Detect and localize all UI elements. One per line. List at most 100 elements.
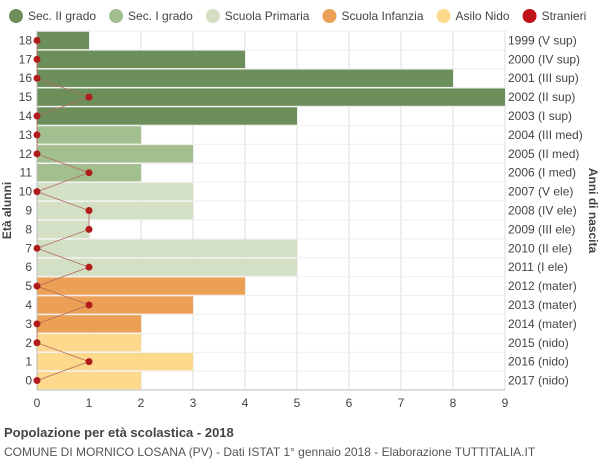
legend-label: Scuola Primaria bbox=[225, 9, 310, 23]
x-tick-label: 8 bbox=[450, 396, 457, 410]
x-tick-label: 2 bbox=[138, 396, 145, 410]
y-tick-label: 9 bbox=[25, 204, 32, 218]
stranieri-point-age-7 bbox=[33, 244, 41, 252]
y2-tick-label: 2011 (I ele) bbox=[508, 260, 568, 274]
chart: Sec. II grado Sec. I grado Scuola Primaria… bbox=[0, 9, 600, 410]
y2-tick-label: 2004 (III med) bbox=[508, 128, 583, 142]
x-tick-label: 0 bbox=[34, 396, 41, 410]
y-axis-title-left: Età alunni bbox=[0, 182, 14, 239]
y2-tick-label: 2017 (nido) bbox=[508, 374, 569, 388]
y-tick-label: 13 bbox=[19, 128, 33, 142]
legend-label: Scuola Infanzia bbox=[341, 9, 423, 23]
y-tick-label: 2 bbox=[25, 336, 32, 350]
x-tick-label: 6 bbox=[346, 396, 353, 410]
bar-age-16 bbox=[37, 69, 453, 87]
y2-tick-label: 2000 (IV sup) bbox=[508, 52, 580, 66]
stranieri-point-age-12 bbox=[33, 150, 41, 158]
x-tick-label: 5 bbox=[294, 396, 301, 410]
chart-source: COMUNE DI MORNICO LOSANA (PV) - Dati IST… bbox=[4, 445, 536, 459]
y2-tick-label: 2001 (III sup) bbox=[508, 71, 579, 85]
stranieri-point-age-1 bbox=[85, 358, 93, 366]
y2-tick-label: 2015 (nido) bbox=[508, 336, 569, 350]
y-tick-label: 4 bbox=[25, 298, 32, 312]
x-tick-label: 3 bbox=[190, 396, 197, 410]
stranieri-point-age-9 bbox=[85, 207, 93, 214]
y-tick-label: 12 bbox=[19, 147, 33, 161]
y2-tick-label: 2007 (V ele) bbox=[508, 185, 573, 199]
y2-tick-label: 2008 (IV ele) bbox=[508, 204, 577, 218]
legend-swatch bbox=[522, 9, 537, 23]
bar-age-0 bbox=[37, 371, 141, 390]
legend-swatch bbox=[109, 9, 124, 23]
stranieri-point-age-11 bbox=[85, 169, 93, 177]
bar-age-9 bbox=[37, 201, 193, 220]
y2-tick-label: 2009 (III ele) bbox=[508, 222, 575, 236]
bar-age-8 bbox=[37, 220, 89, 239]
y2-tick-label: 2005 (II med) bbox=[508, 147, 579, 161]
legend-label: Sec. II grado bbox=[28, 9, 96, 23]
stranieri-point-age-15 bbox=[85, 93, 93, 101]
bar-age-1 bbox=[37, 352, 193, 371]
stranieri-point-age-0 bbox=[33, 377, 41, 385]
stranieri-point-age-3 bbox=[33, 320, 41, 328]
y-tick-label: 1 bbox=[25, 355, 32, 369]
bar-age-3 bbox=[37, 315, 141, 333]
y-tick-label: 15 bbox=[19, 90, 33, 104]
bar-age-15 bbox=[37, 88, 505, 106]
y2-tick-label: 2010 (II ele) bbox=[508, 241, 572, 255]
y2-tick-label: 2013 (mater) bbox=[508, 298, 577, 312]
y2-tick-label: 1999 (V sup) bbox=[508, 33, 577, 47]
y-tick-label: 8 bbox=[25, 222, 32, 236]
stranieri-point-age-6 bbox=[85, 263, 93, 271]
y2-tick-label: 2014 (mater) bbox=[508, 317, 577, 331]
bar-age-4 bbox=[37, 296, 193, 314]
y-tick-label: 6 bbox=[25, 260, 32, 274]
legend-label: Stranieri bbox=[542, 9, 587, 23]
y-tick-label: 18 bbox=[19, 33, 33, 47]
stranieri-point-age-10 bbox=[33, 188, 41, 196]
chart-title: Popolazione per età scolastica - 2018 bbox=[4, 425, 234, 440]
y-tick-label: 0 bbox=[25, 374, 32, 388]
stranieri-point-age-5 bbox=[33, 282, 41, 290]
y-tick-label: 7 bbox=[25, 241, 32, 255]
bar-age-2 bbox=[37, 334, 141, 352]
y2-tick-label: 2003 (I sup) bbox=[508, 109, 572, 123]
legend-swatch bbox=[436, 9, 451, 23]
stranieri-point-age-17 bbox=[33, 55, 41, 63]
y2-tick-label: 2016 (nido) bbox=[508, 355, 569, 369]
bar-age-13 bbox=[37, 126, 141, 144]
stranieri-point-age-14 bbox=[33, 112, 41, 120]
legend-swatch bbox=[9, 9, 23, 23]
stranieri-point-age-13 bbox=[33, 131, 41, 139]
bar-age-12 bbox=[37, 145, 193, 163]
stranieri-point-age-4 bbox=[85, 301, 93, 309]
y2-tick-label: 2002 (II sup) bbox=[508, 90, 575, 104]
y-tick-label: 3 bbox=[25, 317, 32, 331]
y-tick-label: 10 bbox=[19, 185, 33, 199]
bar-age-18 bbox=[37, 31, 89, 50]
bar-age-6 bbox=[37, 258, 297, 276]
bar-age-7 bbox=[37, 239, 297, 257]
x-tick-label: 4 bbox=[242, 396, 249, 410]
x-tick-label: 1 bbox=[86, 396, 93, 410]
y-tick-label: 16 bbox=[19, 71, 33, 85]
stranieri-point-age-18 bbox=[33, 36, 41, 44]
x-tick-label: 7 bbox=[398, 396, 405, 410]
legend-swatch bbox=[322, 9, 337, 23]
y-tick-label: 11 bbox=[20, 166, 33, 180]
bar-age-14 bbox=[37, 107, 297, 125]
y-tick-label: 17 bbox=[19, 52, 33, 66]
y-tick-label: 14 bbox=[19, 109, 33, 123]
y-axis-title-right: Anni di nascita bbox=[586, 168, 600, 254]
y2-tick-label: 2006 (I med) bbox=[508, 166, 576, 180]
bar-age-5 bbox=[37, 277, 245, 295]
legend-label: Asilo Nido bbox=[456, 9, 510, 23]
bar-age-17 bbox=[37, 50, 245, 69]
stranieri-point-age-2 bbox=[33, 339, 41, 347]
stranieri-point-age-16 bbox=[33, 74, 41, 82]
stranieri-point-age-8 bbox=[85, 225, 93, 233]
legend-swatch bbox=[205, 9, 220, 23]
x-tick-label: 9 bbox=[502, 396, 509, 410]
legend-label: Sec. I grado bbox=[128, 9, 193, 23]
y2-tick-label: 2012 (mater) bbox=[508, 279, 577, 293]
